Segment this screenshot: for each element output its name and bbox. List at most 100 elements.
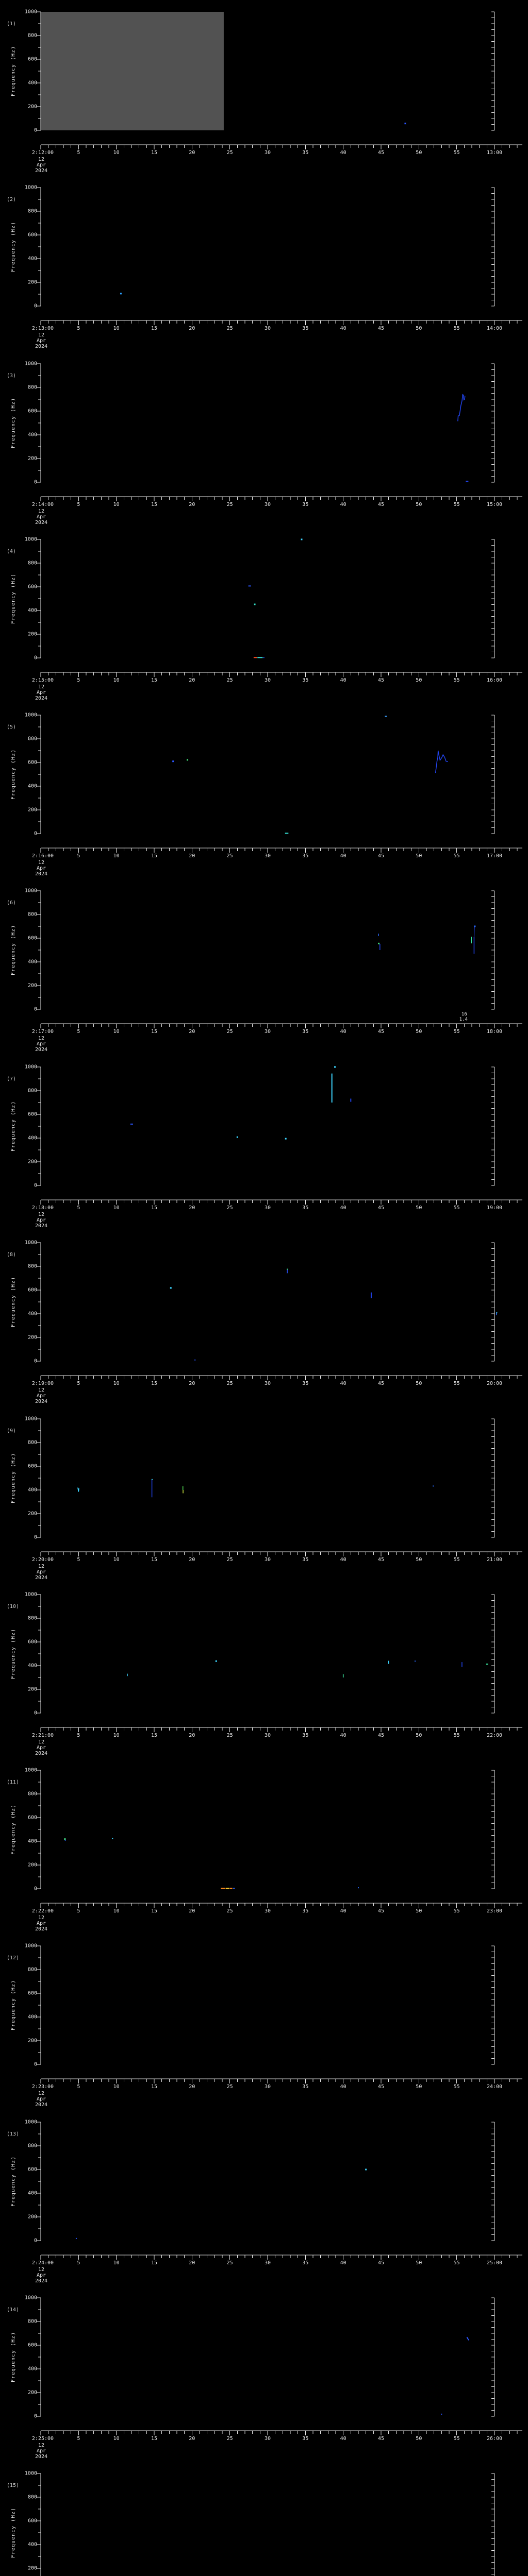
x-tick-label: 20 bbox=[189, 853, 195, 859]
x-tick-label: 55 bbox=[453, 853, 460, 859]
detection-dot bbox=[334, 1066, 336, 1068]
y-tick-label: 800 bbox=[27, 911, 37, 918]
x-tick-label: 35 bbox=[302, 1557, 309, 1563]
date-month: Apr bbox=[36, 866, 46, 871]
y-tick-label: 600 bbox=[27, 759, 37, 766]
detection-dot bbox=[112, 1838, 113, 1839]
spectrogram-panel-6: (6) Frequency (Hz) 2:17:00 18:00 12 Apr 20… bbox=[0, 879, 528, 1055]
spectrogram-panel-15: (15) Frequency (Hz) 2:26:00 27:00 12Apr2… bbox=[0, 2462, 528, 2576]
date-month: Apr bbox=[36, 2273, 46, 2278]
x-axis-end-time: 22:00 bbox=[486, 1733, 503, 1738]
x-tick-label: 10 bbox=[113, 1733, 120, 1738]
x-tick-label: 25 bbox=[226, 326, 233, 331]
x-tick-label: 5 bbox=[77, 326, 80, 331]
y-axis-title: Frequency (Hz) bbox=[10, 1452, 16, 1504]
x-tick-label: 30 bbox=[264, 2260, 271, 2266]
x-axis-start-time: 2:25:00 bbox=[31, 2436, 54, 2442]
y-tick-label: 0 bbox=[34, 2061, 37, 2067]
y-tick-label: 1000 bbox=[24, 1591, 37, 1598]
detection-marks-layer bbox=[77, 1479, 434, 1498]
date-month: Apr bbox=[36, 2448, 46, 2454]
date-month: Apr bbox=[36, 162, 46, 168]
detection-trace bbox=[435, 750, 448, 773]
detection-marks-layer bbox=[130, 1066, 352, 1140]
x-axis-start-time: 2:20:00 bbox=[31, 1557, 54, 1563]
x-axis-start-time: 2:15:00 bbox=[31, 677, 54, 683]
spectrogram-plot bbox=[37, 2297, 522, 2435]
x-tick-label: 45 bbox=[377, 1733, 385, 1738]
axis-layer bbox=[37, 890, 522, 1028]
x-tick-label: 45 bbox=[377, 1381, 385, 1386]
axis-layer bbox=[37, 1242, 522, 1380]
x-tick-label: 55 bbox=[453, 2436, 460, 2442]
detection-dot bbox=[215, 1660, 217, 1662]
x-tick-label: 50 bbox=[416, 1908, 422, 1914]
x-tick-label: 25 bbox=[226, 1557, 233, 1563]
x-tick-label: 55 bbox=[453, 1557, 460, 1563]
x-tick-label: 20 bbox=[189, 2260, 195, 2266]
y-tick-label: 1000 bbox=[24, 888, 37, 894]
x-axis-date: 12 Apr 2024 bbox=[35, 684, 47, 701]
axis-layer bbox=[37, 2297, 522, 2435]
x-axis-date: 12 Apr 2024 bbox=[35, 1564, 47, 1581]
x-axis-start-time: 2:22:00 bbox=[31, 1908, 54, 1914]
y-tick-label: 0 bbox=[34, 303, 37, 309]
x-tick-label: 5 bbox=[77, 1908, 80, 1914]
x-tick-label: 45 bbox=[377, 677, 385, 683]
axis-layer bbox=[37, 1945, 522, 2083]
x-axis-date: 12 Apr 2024 bbox=[35, 1387, 47, 1404]
x-tick-label: 30 bbox=[264, 2084, 271, 2090]
x-axis-end-time: 16:00 bbox=[486, 677, 503, 683]
x-tick-label: 45 bbox=[377, 853, 385, 859]
y-tick-label: 400 bbox=[27, 432, 37, 438]
detection-dot bbox=[236, 1136, 238, 1138]
y-tick-label: 1000 bbox=[24, 1240, 37, 1246]
detection-dot bbox=[415, 1660, 416, 1662]
x-axis-end-time: 14:00 bbox=[486, 326, 503, 331]
x-axis-date: 12 Apr 2024 bbox=[35, 1915, 47, 1932]
x-tick-label: 55 bbox=[453, 326, 460, 331]
x-axis-date: 12 Apr 2024 bbox=[35, 157, 47, 174]
spectrogram-panel-14: (14) Frequency (Hz) 2:25:00 26:00 12 Apr 2… bbox=[0, 2286, 528, 2462]
x-axis-date: 12 Apr 2024 bbox=[35, 860, 47, 877]
x-tick-label: 10 bbox=[113, 1205, 120, 1211]
date-day: 12 bbox=[38, 1036, 45, 1041]
x-tick-label: 45 bbox=[377, 1205, 385, 1211]
detection-dot bbox=[285, 1138, 287, 1140]
x-axis-end-time: 24:00 bbox=[486, 2084, 503, 2090]
x-tick-label: 15 bbox=[151, 150, 158, 156]
x-tick-label: 40 bbox=[340, 326, 346, 331]
x-tick-label: 35 bbox=[302, 853, 309, 859]
x-tick-label: 55 bbox=[453, 1733, 460, 1738]
axis-layer bbox=[37, 539, 522, 677]
x-tick-label: 15 bbox=[151, 853, 158, 859]
spectrogram-panel-9: (9) Frequency (Hz) 2:20:00 21:00 12 Apr 20… bbox=[0, 1407, 528, 1583]
date-month: Apr bbox=[36, 1217, 46, 1223]
y-tick-label: 600 bbox=[27, 56, 37, 62]
y-tick-label: 0 bbox=[34, 655, 37, 661]
x-axis-start-time: 2:12:00 bbox=[31, 150, 54, 156]
axis-layer bbox=[37, 715, 522, 853]
y-tick-label: 1000 bbox=[24, 361, 37, 367]
date-day: 12 bbox=[38, 332, 45, 338]
date-day: 12 bbox=[38, 1564, 45, 1569]
x-tick-label: 15 bbox=[151, 502, 158, 507]
x-tick-label: 40 bbox=[340, 1908, 346, 1914]
x-tick-label: 10 bbox=[113, 677, 120, 683]
x-tick-label: 40 bbox=[340, 2260, 346, 2266]
x-tick-label: 20 bbox=[189, 1557, 195, 1563]
x-tick-label: 20 bbox=[189, 326, 195, 331]
detection-dot bbox=[170, 1287, 172, 1289]
x-tick-label: 50 bbox=[416, 502, 422, 507]
x-tick-label: 55 bbox=[453, 2260, 460, 2266]
y-tick-label: 200 bbox=[27, 2214, 37, 2220]
x-tick-label: 15 bbox=[151, 1733, 158, 1738]
y-tick-label: 0 bbox=[34, 831, 37, 837]
x-tick-label: 30 bbox=[264, 853, 271, 859]
y-tick-label: 0 bbox=[34, 1358, 37, 1364]
date-day: 12 bbox=[38, 509, 45, 514]
y-tick-label: 0 bbox=[34, 1534, 37, 1540]
date-day: 12 bbox=[38, 860, 45, 866]
x-axis-end-time: 23:00 bbox=[486, 1908, 503, 1914]
axis-layer bbox=[37, 1418, 522, 1556]
